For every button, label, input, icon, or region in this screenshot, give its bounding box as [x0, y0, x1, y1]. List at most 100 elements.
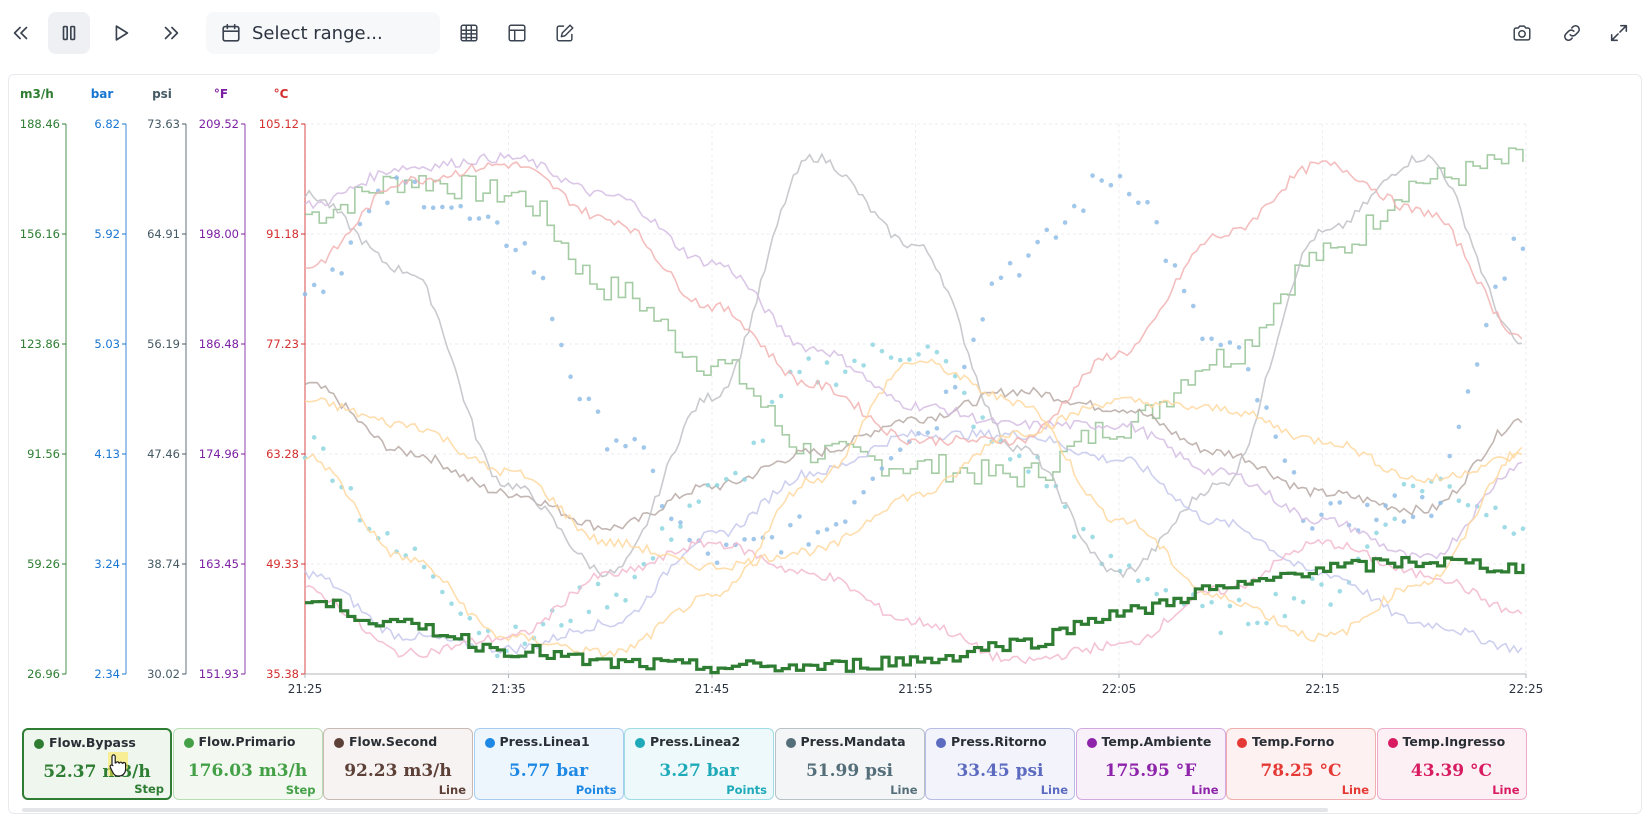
data-point [852, 358, 857, 364]
legend-card-press-linea1[interactable]: Press.Linea1 5.77 bar Points [473, 728, 624, 800]
play-icon [115, 25, 129, 41]
date-range-picker[interactable]: Select range... [206, 12, 440, 54]
data-point [495, 653, 500, 659]
data-point [989, 281, 995, 287]
play-button[interactable] [100, 12, 142, 54]
data-point [952, 373, 958, 379]
data-point [1364, 544, 1370, 549]
edit-button[interactable] [544, 12, 586, 54]
data-point [971, 337, 976, 343]
legend-card-temp-ambiente[interactable]: Temp.Ambiente 175.95 °F Line [1075, 728, 1226, 800]
data-point [714, 560, 720, 566]
data-point [861, 489, 866, 495]
horizontal-scrollbar[interactable] [22, 808, 1328, 812]
data-point [1136, 578, 1141, 584]
screenshot-button[interactable] [1501, 12, 1543, 54]
x-axis-tick-label: 21:35 [491, 682, 526, 696]
data-point [1090, 534, 1095, 540]
data-point [1401, 519, 1407, 524]
data-point [650, 468, 656, 474]
data-point [723, 542, 729, 548]
data-point [421, 204, 427, 210]
legend-card-temp-ingresso[interactable]: Temp.Ingresso 43.39 °C Line [1376, 728, 1527, 800]
multi-axis-chart[interactable]: m3/h 188.46 156.16 123.86 91.56 59.26 26.96 bar… [0, 0, 1644, 720]
fullscreen-button[interactable] [1598, 12, 1640, 54]
pause-button[interactable] [48, 12, 90, 54]
data-point [1310, 526, 1315, 531]
data-point [1328, 501, 1333, 506]
data-point [586, 396, 592, 402]
axis-tick-label: 188.46 [20, 117, 60, 131]
data-point [614, 438, 619, 443]
data-point [1465, 389, 1471, 394]
data-point [659, 526, 665, 531]
legend-card-press-linea2[interactable]: Press.Linea2 3.27 bar Points [624, 728, 774, 800]
data-point [861, 363, 866, 368]
y-axis-4: °F 209.52 198.00 186.48 174.96 163.45 151.93 [199, 87, 246, 681]
data-point [1264, 620, 1269, 626]
legend-series-value: 3.27 bar [659, 761, 739, 781]
data-point [888, 455, 894, 461]
data-point [879, 466, 885, 471]
data-point [1071, 534, 1077, 540]
legend-card-temp-forno[interactable]: Temp.Forno 78.25 °C Line [1226, 728, 1376, 800]
data-point [1520, 526, 1526, 532]
data-point [467, 615, 473, 621]
data-point [1410, 483, 1416, 489]
data-point [1044, 483, 1050, 489]
data-point [330, 478, 335, 484]
data-point [1456, 424, 1462, 430]
layout-icon [508, 24, 526, 42]
data-point [1172, 263, 1178, 268]
data-point [1291, 596, 1297, 601]
data-point [1300, 599, 1306, 605]
rewind-button[interactable] [0, 12, 42, 54]
legend-series-name: Press.Linea1 [499, 734, 590, 749]
y-axis-2: bar 6.82 5.92 5.03 4.13 3.24 2.34 [91, 87, 127, 681]
calendar-icon [222, 23, 240, 42]
series-press-ritorno [304, 428, 1523, 655]
data-point [842, 519, 848, 524]
data-point [815, 529, 821, 535]
fast-forward-button[interactable] [150, 12, 192, 54]
data-point [687, 537, 692, 543]
data-point [1007, 456, 1013, 462]
axis-tick-label: 105.12 [259, 117, 299, 131]
series-color-dot [1237, 738, 1247, 748]
data-point [632, 574, 637, 580]
data-point [1245, 621, 1251, 627]
legend-series-type: Line [1191, 783, 1219, 797]
series-flow-bypass [305, 556, 1525, 675]
axis-tick-label: 47.46 [147, 447, 180, 461]
data-point [1227, 603, 1233, 609]
data-point [1401, 481, 1407, 487]
legend-card-flow-bypass[interactable]: Flow.Bypass 52.37 m3/h Step [22, 728, 172, 800]
legend-card-flow-second[interactable]: Flow.Second 92.23 m3/h Line [323, 728, 473, 800]
data-point [559, 342, 564, 348]
data-point [485, 214, 491, 220]
double-chevron-left-icon [13, 26, 28, 40]
data-point [421, 564, 427, 570]
series-temp-forno [304, 160, 1523, 447]
data-point [934, 426, 940, 431]
data-point [1154, 591, 1159, 597]
data-point [1190, 303, 1196, 309]
layout-button[interactable] [496, 12, 538, 54]
legend-card-press-ritorno[interactable]: Press.Ritorno 33.45 psi Line [925, 728, 1075, 800]
data-point [1493, 284, 1498, 290]
table-button[interactable] [448, 12, 490, 54]
legend-card-flow-primario[interactable]: Flow.Primario 176.03 m3/h Step [172, 728, 323, 800]
axis-tick-label: 38.74 [147, 557, 180, 571]
series-color-dot [635, 738, 645, 748]
data-point [1282, 458, 1288, 464]
data-point [934, 349, 940, 355]
data-point [577, 396, 583, 402]
data-point [1081, 526, 1086, 532]
legend-card-press-mandata[interactable]: Press.Mandata 51.99 psi Line [774, 728, 925, 800]
series-color-dot [183, 738, 194, 748]
legend-series-value: 92.23 m3/h [344, 761, 452, 781]
share-link-button[interactable] [1551, 12, 1593, 54]
data-point [1273, 434, 1278, 440]
data-point [980, 317, 985, 322]
data-point [1502, 276, 1507, 281]
